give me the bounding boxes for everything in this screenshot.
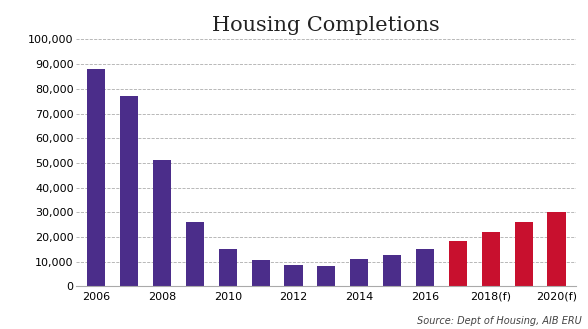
Bar	[350, 259, 368, 286]
Bar	[219, 249, 237, 286]
Bar	[318, 266, 335, 286]
Bar	[87, 69, 105, 286]
Bar	[514, 222, 533, 286]
Bar	[120, 96, 138, 286]
Text: Source: Dept of Housing, AIB ERU: Source: Dept of Housing, AIB ERU	[417, 316, 582, 326]
Bar	[383, 255, 401, 286]
Bar	[449, 240, 467, 286]
Bar	[482, 232, 500, 286]
Bar	[285, 265, 302, 286]
Title: Housing Completions: Housing Completions	[212, 16, 440, 35]
Bar	[416, 249, 434, 286]
Bar	[186, 222, 204, 286]
Bar	[547, 212, 566, 286]
Bar	[153, 160, 171, 286]
Bar	[252, 260, 270, 286]
